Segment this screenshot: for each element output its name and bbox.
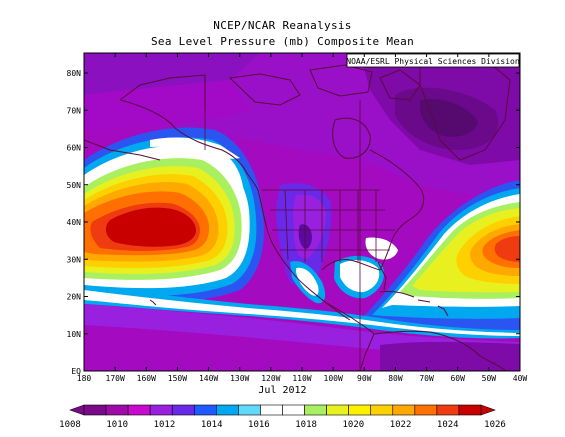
lon-label: 110W xyxy=(292,374,311,383)
chart-subtitle: Sea Level Pressure (mb) Composite Mean xyxy=(150,35,415,48)
colorbar-label: 1020 xyxy=(342,420,364,430)
lon-label: 80W xyxy=(388,374,403,383)
lon-label: 90W xyxy=(357,374,372,383)
lat-label: 80N xyxy=(67,69,82,78)
lon-label: 140W xyxy=(199,374,218,383)
lat-label: 60N xyxy=(67,144,82,153)
colorbar-swatch xyxy=(216,404,239,416)
colorbar-label: 1026 xyxy=(484,420,506,430)
colorbar-max-arrow xyxy=(480,404,496,416)
coastlines xyxy=(84,54,511,371)
lat-label: 10N xyxy=(67,330,82,339)
pressure-field xyxy=(84,53,520,371)
credit-text: NOAA/ESRL Physical Sciences Division xyxy=(346,57,520,66)
lat-label: 50N xyxy=(67,181,82,190)
colorbar-swatch xyxy=(392,404,416,416)
lon-label: 50W xyxy=(482,374,497,383)
colorbar-swatch xyxy=(193,404,217,416)
credit-box xyxy=(346,53,520,68)
colorbar-swatch xyxy=(282,404,305,416)
colorbar-swatch xyxy=(348,404,372,416)
colorbar-swatch xyxy=(127,404,151,416)
lon-label: 170W xyxy=(106,374,125,383)
colorbar-swatch xyxy=(414,404,438,416)
colorbar: 1008 1010 1012 1014 1016 1018 1020 1022 1024 1026 xyxy=(59,404,506,430)
colorbar-swatch xyxy=(370,404,394,416)
latitude-axis: 80N 70N 60N 50N 40N 30N 20N 10N EQ xyxy=(67,69,520,376)
longitude-axis: 180 170W 160W 150W 140W 130W 120W 110W 100W 90W 80… xyxy=(77,53,528,383)
colorbar-label: 1024 xyxy=(437,420,459,430)
lon-label: 150W xyxy=(168,374,187,383)
state-borders xyxy=(204,75,395,371)
lat-label: 40N xyxy=(67,218,82,227)
colorbar-swatch xyxy=(171,404,195,416)
lon-label: 60W xyxy=(450,374,465,383)
lat-label: 70N xyxy=(67,106,82,115)
lat-label: EQ xyxy=(71,367,81,376)
colorbar-swatch xyxy=(238,404,261,416)
colorbar-label: 1018 xyxy=(295,420,317,430)
colorbar-label: 1010 xyxy=(106,420,128,430)
chart-title: NCEP/NCAR Reanalysis xyxy=(213,19,352,32)
lat-label: 20N xyxy=(67,293,82,302)
lon-label: 120W xyxy=(261,374,280,383)
colorbar-swatch xyxy=(436,404,460,416)
colorbar-swatch xyxy=(458,404,482,416)
colorbar-label: 1022 xyxy=(390,420,412,430)
colorbar-swatch xyxy=(105,404,129,416)
lon-label: 130W xyxy=(230,374,249,383)
colorbar-label: 1012 xyxy=(154,420,176,430)
colorbar-swatch xyxy=(83,404,107,416)
colorbar-label: 1008 xyxy=(59,420,81,430)
lon-label: 160W xyxy=(137,374,156,383)
colorbar-swatch xyxy=(304,404,327,416)
colorbar-label: 1014 xyxy=(201,420,223,430)
lon-label: 70W xyxy=(419,374,434,383)
time-period-label: Jul 2012 xyxy=(258,385,307,396)
colorbar-label: 1016 xyxy=(248,420,270,430)
lon-label: 180 xyxy=(77,374,92,383)
colorbar-swatch xyxy=(149,404,173,416)
colorbar-min-arrow xyxy=(69,404,85,416)
lat-label: 30N xyxy=(67,255,82,264)
lon-label: 100W xyxy=(324,374,343,383)
colorbar-swatch xyxy=(326,404,349,416)
colorbar-swatch xyxy=(260,404,283,416)
lon-label: 40W xyxy=(513,374,528,383)
